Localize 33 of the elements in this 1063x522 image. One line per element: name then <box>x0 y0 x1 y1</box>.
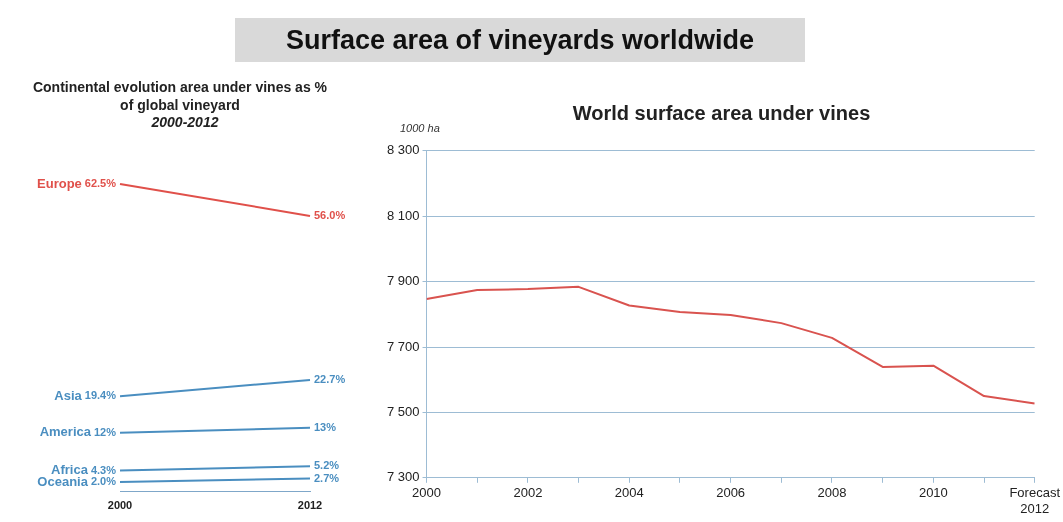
text: Europe <box>37 175 82 191</box>
chart-title: World surface area under vines <box>572 102 871 124</box>
y-axis-title: 1000 ha <box>400 122 440 134</box>
y-tick-label: 7 300 <box>386 469 420 485</box>
text: Surface area of vineyards worldwide <box>235 18 805 62</box>
data-label: 2.0% <box>90 474 117 487</box>
text: America <box>39 424 92 440</box>
data-label: 62.5% <box>84 176 117 189</box>
x-tick-label: 2012 <box>297 499 323 512</box>
chart-title: Continental evolution area under vines as % of global vineyard <box>31 78 329 114</box>
x-tick-label: 2006 <box>716 485 746 501</box>
x-tick-label: 2008 <box>817 485 847 501</box>
y-tick-label: 8 100 <box>386 207 420 223</box>
data-label: 19.4% <box>84 389 117 402</box>
text: Asia <box>54 387 83 403</box>
x-tick-label: 2000 <box>107 499 133 512</box>
data-label: 12% <box>93 425 117 438</box>
x-tick-label: 2004 <box>614 485 644 501</box>
x-tick-label: 2010 <box>918 485 948 501</box>
data-label: 2.7% <box>314 471 340 484</box>
y-tick-label: 7 900 <box>386 273 420 289</box>
data-label: 5.2% <box>314 459 340 472</box>
y-tick-label: 7 700 <box>386 338 420 354</box>
y-tick-label: 8 300 <box>386 142 420 158</box>
x-tick-label: 2002 <box>513 485 543 501</box>
chart-subtitle: 2000-2012 <box>150 114 220 130</box>
x-tick-label: 2000 <box>412 485 441 501</box>
data-label: 13% <box>314 420 337 433</box>
data-label: 4.3% <box>90 463 117 476</box>
data-label: 22.7% <box>314 373 346 386</box>
x-tick-label: Forecast 2012 <box>1009 485 1061 516</box>
y-tick-label: 7 500 <box>386 403 420 419</box>
data-label: 56.0% <box>314 208 346 221</box>
